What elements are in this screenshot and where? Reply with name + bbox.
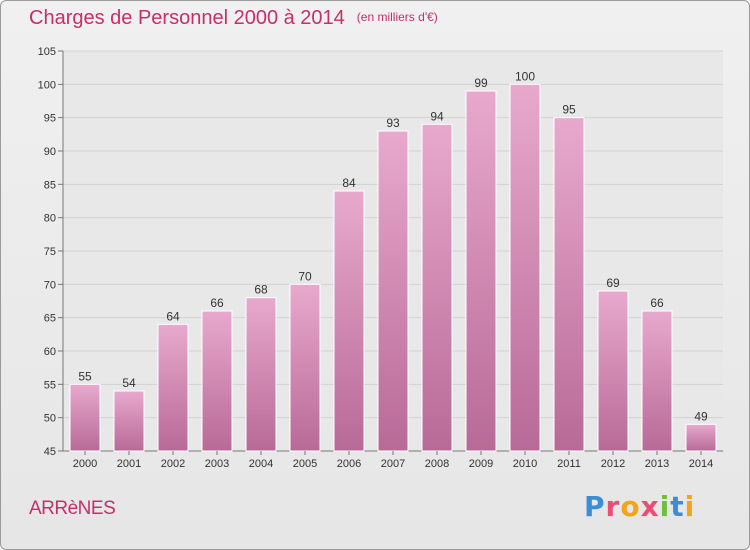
- x-tick-label: 2010: [513, 458, 537, 470]
- bar-value-label: 66: [210, 296, 224, 310]
- bar: [553, 117, 585, 452]
- bar-value-label: 54: [122, 376, 136, 390]
- bar: [245, 297, 277, 452]
- x-tick-label: 2011: [557, 458, 581, 470]
- y-tick-label: 105: [38, 46, 56, 58]
- bar-value-label: 93: [386, 116, 400, 130]
- y-tick-label: 95: [44, 113, 56, 125]
- logo-letter: o: [620, 490, 641, 523]
- x-tick-label: 2004: [249, 458, 273, 470]
- x-tick-label: 2005: [293, 458, 317, 470]
- x-tick-label: 2002: [161, 458, 185, 470]
- bar: [289, 283, 321, 452]
- chart-unit: (en milliers d'€): [356, 10, 438, 24]
- bar: [69, 383, 101, 452]
- bar-value-label: 69: [606, 276, 620, 290]
- x-tick-label: 2014: [689, 458, 713, 470]
- chart-title: Charges de Personnel 2000 à 2014 (en mill…: [29, 7, 438, 30]
- x-tick-label: 2006: [337, 458, 361, 470]
- x-tick-label: 2001: [117, 458, 141, 470]
- y-tick-label: 75: [44, 246, 56, 258]
- y-tick-label: 100: [38, 79, 56, 91]
- bar: [333, 190, 365, 452]
- bar-value-label: 84: [342, 176, 356, 190]
- bar-value-label: 68: [254, 283, 268, 297]
- y-tick-label: 50: [44, 413, 56, 425]
- y-tick-label: 55: [44, 379, 56, 391]
- bar-value-label: 64: [166, 309, 180, 323]
- bar-value-label: 49: [694, 409, 708, 423]
- y-tick-label: 70: [44, 279, 56, 291]
- logo-letter: i: [659, 490, 671, 523]
- bar: [201, 310, 233, 452]
- x-tick-label: 2007: [381, 458, 405, 470]
- proxiti-logo: Proxiti: [584, 490, 695, 523]
- x-tick-label: 2008: [425, 458, 449, 470]
- bar: [641, 310, 673, 452]
- bar: [509, 83, 541, 452]
- logo-letter: i: [684, 490, 696, 523]
- bar-value-label: 66: [650, 296, 664, 310]
- logo-letter: x: [640, 490, 660, 523]
- bar: [597, 290, 629, 452]
- y-tick-label: 45: [44, 446, 56, 458]
- bar-value-label: 100: [515, 69, 535, 83]
- bar-value-label: 94: [430, 109, 444, 123]
- x-tick-label: 2009: [469, 458, 493, 470]
- y-tick-label: 90: [44, 146, 56, 158]
- bar: [421, 123, 453, 452]
- location-name: ARRèNES: [29, 498, 116, 519]
- bar: [685, 423, 717, 452]
- bar-value-label: 95: [562, 103, 576, 117]
- logo-letter: t: [670, 490, 685, 523]
- y-tick-label: 80: [44, 213, 56, 225]
- x-tick-label: 2012: [601, 458, 625, 470]
- bar-value-label: 99: [474, 76, 488, 90]
- bar: [377, 130, 409, 452]
- x-tick-label: 2000: [73, 458, 97, 470]
- chart-title-text: Charges de Personnel 2000 à 2014: [29, 7, 345, 29]
- bar-value-label: 70: [298, 269, 312, 283]
- x-tick-label: 2013: [645, 458, 669, 470]
- bar: [113, 390, 145, 452]
- bar: [157, 323, 189, 452]
- y-tick-label: 60: [44, 346, 56, 358]
- bar: [465, 90, 497, 452]
- y-tick-label: 85: [44, 179, 56, 191]
- logo-letter: P: [584, 490, 606, 523]
- bar-value-label: 55: [78, 369, 92, 383]
- y-tick-label: 65: [44, 313, 56, 325]
- x-tick-label: 2003: [205, 458, 229, 470]
- logo-letter: r: [605, 490, 621, 523]
